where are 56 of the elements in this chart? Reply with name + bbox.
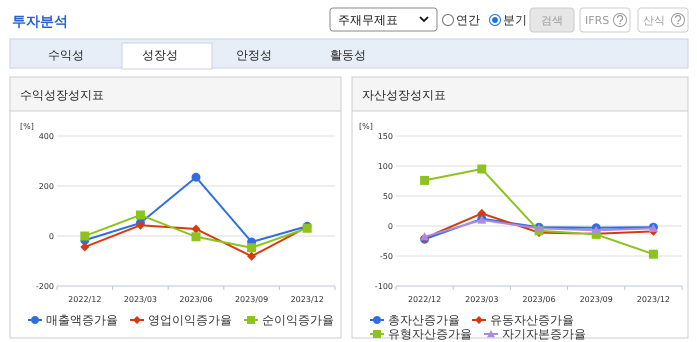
point — [247, 243, 256, 252]
y-tick-label: 100 — [378, 162, 393, 171]
x-tick-label: 2023/12 — [290, 295, 324, 304]
point — [80, 232, 90, 240]
legend-label: 매출액증가율 — [46, 313, 118, 327]
legend-label: 영업이익증가율 — [148, 313, 232, 327]
x-tick-label: 2023/03 — [465, 295, 498, 304]
y-axis-title: [%] — [20, 122, 34, 131]
text: 투자분석 — [12, 14, 68, 30]
y-axis-title: [%] — [359, 122, 373, 131]
legend-label: 총자산증가율 — [388, 313, 460, 327]
y-tick-label: 0 — [388, 222, 393, 231]
y-tick-label: 0 — [48, 232, 54, 241]
chart-title: 자산성장성지표 — [362, 88, 446, 102]
text: 산식 — [643, 14, 665, 27]
point — [136, 210, 145, 220]
legend-label: 자기자본증가율 — [502, 327, 586, 341]
x-tick-label: 2023/12 — [636, 295, 670, 304]
point — [420, 176, 430, 185]
legend-label: 순이익증가율 — [262, 313, 334, 327]
y-tick-label: 400 — [38, 132, 54, 141]
x-tick-label: 2023/09 — [580, 295, 613, 304]
x-tick-label: 2022/12 — [408, 295, 442, 304]
point — [477, 208, 486, 218]
y-tick-label: -50 — [380, 252, 393, 261]
x-tick-label: 2023/06 — [522, 295, 556, 304]
text: IFRS — [585, 14, 610, 27]
point — [192, 224, 200, 234]
text: 성장성 — [142, 48, 178, 62]
y-tick-label: 200 — [38, 182, 54, 191]
point — [648, 250, 658, 259]
x-tick-label: 2023/06 — [179, 295, 213, 304]
y-tick-label: 50 — [382, 192, 393, 201]
point — [192, 232, 200, 242]
chart-title: 수익성장성지표 — [20, 88, 104, 102]
x-tick-label: 2022/12 — [68, 295, 102, 304]
x-tick-label: 2023/09 — [234, 295, 268, 304]
y-tick-label: -200 — [36, 282, 54, 291]
point — [136, 220, 145, 230]
point — [80, 242, 90, 252]
text: 주재무제표 — [338, 13, 398, 27]
text: 검색 — [541, 14, 563, 27]
point — [592, 226, 601, 234]
point — [247, 252, 256, 261]
text: 연간 — [456, 13, 480, 27]
y-tick-label: -100 — [374, 282, 393, 291]
legend-label: 유형자산증가율 — [388, 327, 472, 341]
x-tick-label: 2023/03 — [124, 295, 158, 304]
y-tick-label: 150 — [378, 132, 393, 141]
text: 활동성 — [330, 48, 366, 62]
legend-label: 유동자산증가율 — [490, 313, 574, 327]
point — [192, 172, 200, 182]
text: 수익성 — [48, 48, 84, 62]
text: 안정성 — [236, 48, 272, 62]
point — [477, 164, 486, 174]
text: 분기 — [503, 13, 527, 27]
